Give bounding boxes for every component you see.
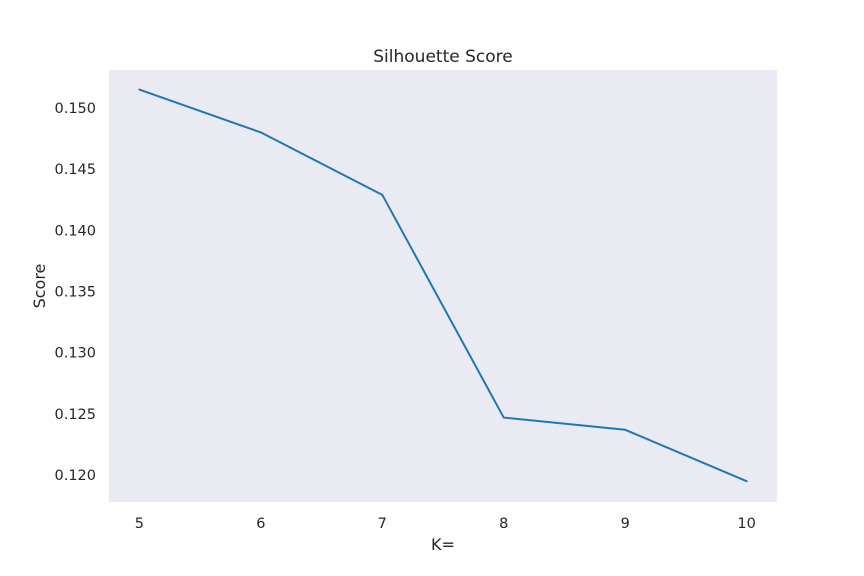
x-tick-label: 9 bbox=[621, 516, 630, 532]
series-group bbox=[138, 88, 748, 483]
y-tick-label: 0.125 bbox=[54, 407, 96, 423]
y-tick-label: 0.140 bbox=[54, 223, 96, 239]
y-tick-label: 0.145 bbox=[54, 162, 96, 178]
plot-area bbox=[109, 70, 777, 502]
x-tick-label: 5 bbox=[135, 516, 144, 532]
x-axis-ticks: 5 6 7 8 9 10 bbox=[135, 516, 756, 532]
chart-title: Silhouette Score bbox=[373, 47, 512, 67]
x-tick-label: 7 bbox=[378, 516, 387, 532]
x-tick-label: 6 bbox=[256, 516, 265, 532]
x-tick-label: 8 bbox=[499, 516, 508, 532]
x-axis-label: K= bbox=[431, 535, 455, 554]
y-tick-label: 0.135 bbox=[54, 285, 96, 301]
y-tick-label: 0.120 bbox=[54, 468, 96, 484]
y-tick-label: 0.130 bbox=[54, 346, 96, 362]
y-axis-ticks: 0.120 0.125 0.130 0.135 0.140 0.145 0.150 bbox=[54, 101, 96, 484]
x-tick-label: 10 bbox=[737, 516, 755, 532]
y-axis-label: Score bbox=[30, 264, 49, 309]
series-line bbox=[138, 88, 748, 483]
y-tick-label: 0.150 bbox=[54, 101, 96, 117]
